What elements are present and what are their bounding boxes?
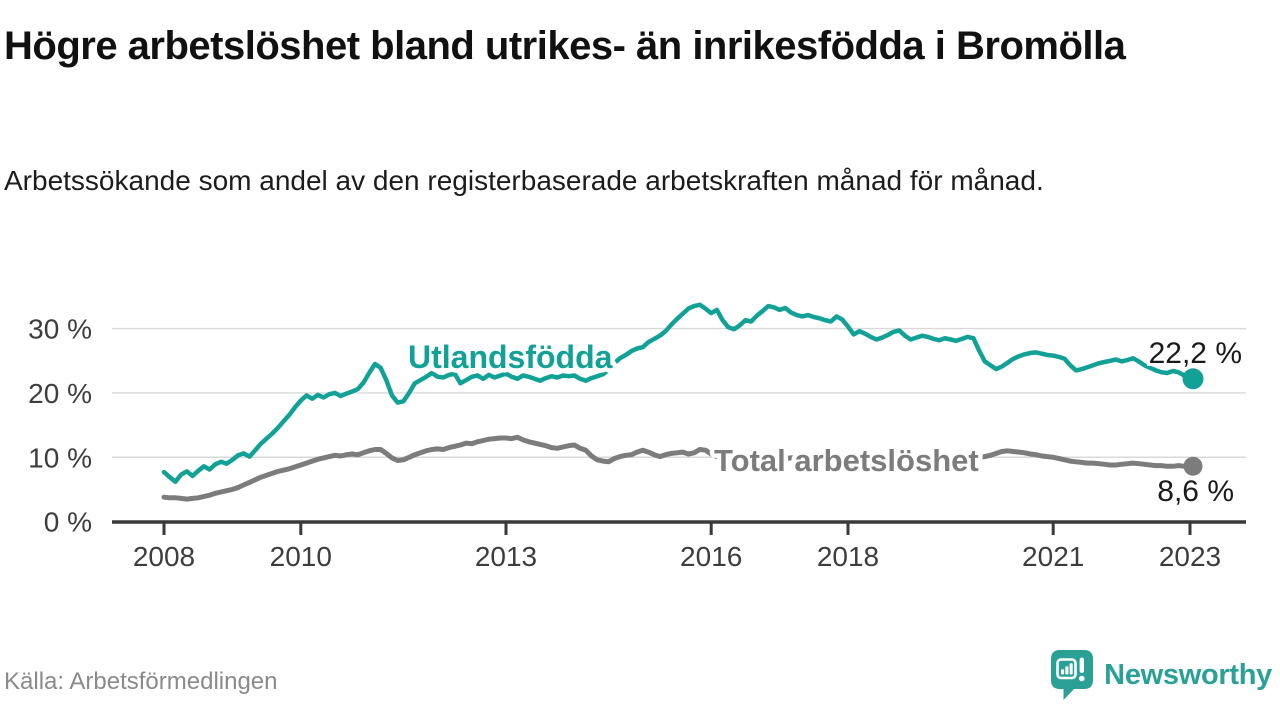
end-dot-total-arbetsloshet	[1183, 456, 1203, 476]
chart-title: Högre arbetslöshet bland utrikes- än inr…	[4, 24, 1126, 68]
source-note: Källa: Arbetsförmedlingen	[4, 668, 278, 695]
y-tick-label: 10 %	[28, 442, 92, 473]
x-tick-label: 2008	[133, 541, 195, 572]
series-line-utlandsfodda	[161, 302, 1193, 484]
y-tick-label: 0 %	[44, 507, 92, 538]
chart-header: Högre arbetslöshet bland utrikes- än inr…	[4, 22, 1254, 196]
brand-name: Newsworthy	[1104, 658, 1272, 691]
chart-subtitle: Arbetssökande som andel av den registerb…	[4, 165, 1044, 196]
x-tick-label: 2023	[1159, 541, 1221, 572]
series-label-total-arbetsloshet: Total arbetslöshet	[714, 443, 979, 478]
newsworthy-speech-bubble-bar-chart-icon	[1051, 650, 1094, 700]
y-tick-label: 30 %	[28, 314, 92, 345]
x-tick-label: 2013	[475, 541, 537, 572]
end-value-label-total-arbetsloshet: 8,6 %	[1157, 475, 1234, 508]
series-line-total-arbetsloshet	[161, 434, 1193, 502]
x-tick-label: 2016	[680, 541, 742, 572]
end-dot-utlandsfodda	[1182, 368, 1204, 390]
x-tick-label: 2021	[1022, 541, 1084, 572]
brand-logo: Newsworthy	[1050, 648, 1272, 702]
y-tick-label: 20 %	[28, 378, 92, 409]
series-label-utlandsfodda: Utlandsfödda	[408, 339, 613, 375]
x-tick-label: 2018	[817, 541, 879, 572]
end-value-label-utlandsfodda: 22,2 %	[1149, 337, 1242, 370]
x-tick-label: 2010	[270, 541, 332, 572]
